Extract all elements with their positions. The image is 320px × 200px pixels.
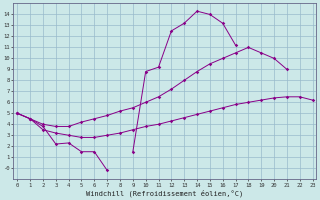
X-axis label: Windchill (Refroidissement éolien,°C): Windchill (Refroidissement éolien,°C)	[86, 189, 244, 197]
